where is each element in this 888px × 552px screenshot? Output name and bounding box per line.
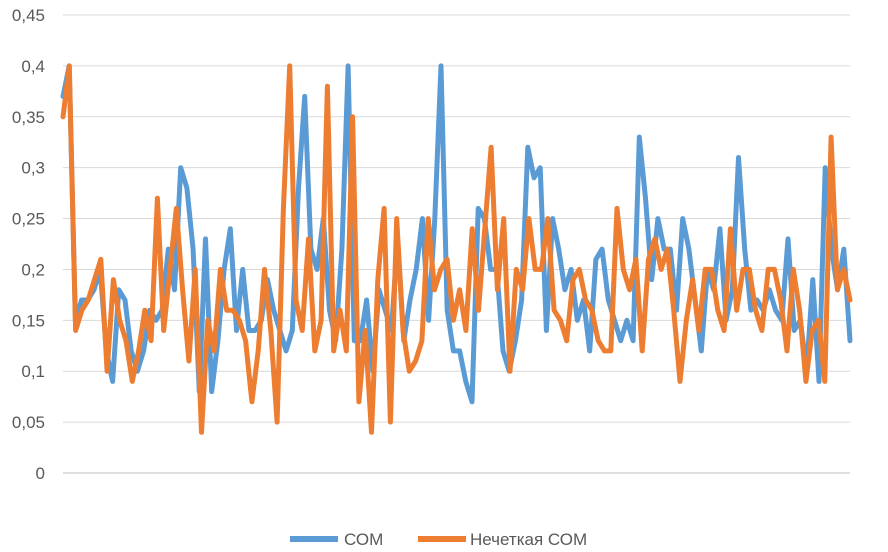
legend: СОМ Нечеткая СОМ bbox=[290, 530, 587, 549]
y-tick-label: 0,1 bbox=[21, 362, 45, 381]
series-lines bbox=[60, 63, 853, 435]
y-tick-label: 0,25 bbox=[12, 210, 45, 229]
y-tick-label: 0,35 bbox=[12, 108, 45, 127]
legend-label-fuzzy-com: Нечеткая СОМ bbox=[470, 530, 587, 549]
legend-label-com: СОМ bbox=[344, 530, 383, 549]
y-tick-label: 0,3 bbox=[21, 159, 45, 178]
y-tick-label: 0,4 bbox=[21, 57, 45, 76]
y-tick-label: 0,45 bbox=[12, 6, 45, 25]
y-tick-label: 0,2 bbox=[21, 260, 45, 279]
y-tick-label: 0,15 bbox=[12, 311, 45, 330]
y-axis-tick-labels: 0 0,05 0,1 0,15 0,2 0,25 0,3 0,35 0,4 0,45 bbox=[12, 6, 45, 483]
series-line-fuzzy-com bbox=[60, 63, 853, 435]
y-tick-label: 0,05 bbox=[12, 413, 45, 432]
y-tick-label: 0 bbox=[36, 464, 45, 483]
